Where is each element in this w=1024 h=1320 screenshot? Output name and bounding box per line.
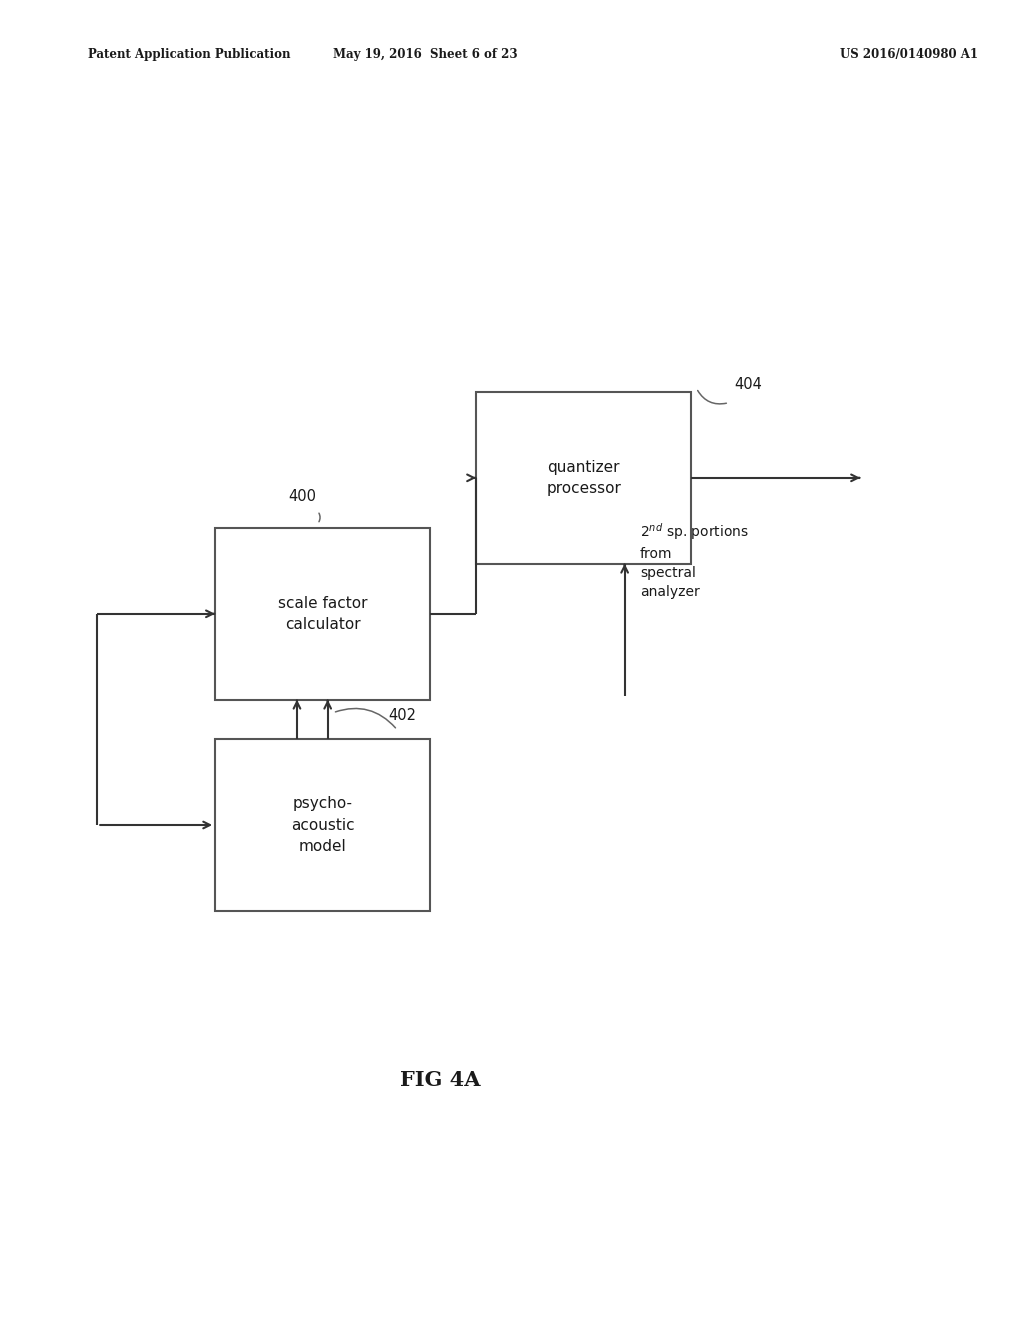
Text: 402: 402 bbox=[388, 709, 417, 723]
Text: 404: 404 bbox=[734, 378, 762, 392]
FancyBboxPatch shape bbox=[215, 739, 430, 911]
Text: May 19, 2016  Sheet 6 of 23: May 19, 2016 Sheet 6 of 23 bbox=[333, 48, 517, 61]
Text: 2$^{nd}$ sp. portions
from
spectral
analyzer: 2$^{nd}$ sp. portions from spectral anal… bbox=[640, 521, 749, 598]
FancyBboxPatch shape bbox=[215, 528, 430, 700]
Text: scale factor
calculator: scale factor calculator bbox=[278, 595, 368, 632]
Text: FIG 4A: FIG 4A bbox=[400, 1069, 480, 1090]
Text: 400: 400 bbox=[288, 490, 316, 504]
FancyBboxPatch shape bbox=[476, 392, 691, 564]
Text: Patent Application Publication: Patent Application Publication bbox=[88, 48, 291, 61]
Text: US 2016/0140980 A1: US 2016/0140980 A1 bbox=[840, 48, 978, 61]
Text: quantizer
processor: quantizer processor bbox=[546, 459, 622, 496]
Text: psycho-
acoustic
model: psycho- acoustic model bbox=[291, 796, 354, 854]
